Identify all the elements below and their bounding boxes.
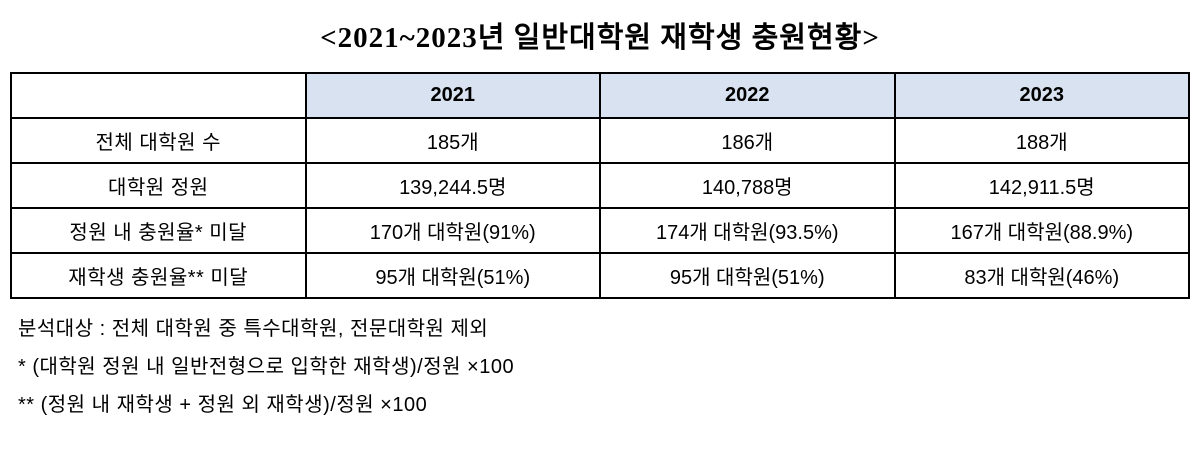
table-cell: 185개 <box>304 117 601 164</box>
page-title: <2021~2023년 일반대학원 재학생 충원현황> <box>320 22 880 54</box>
enrollment-status-table: 2021 2022 2023 전체 대학원 수 185개 186개 188개 대… <box>10 72 1190 299</box>
row-label: 재학생 충원율** 미달 <box>10 252 307 299</box>
column-header-2022: 2022 <box>599 72 896 119</box>
table-cell: 139,244.5명 <box>304 162 601 209</box>
table-row-quota-fill-rate-shortfall: 정원 내 충원율* 미달 170개 대학원(91%) 174개 대학원(93.5… <box>10 207 1190 254</box>
table-row-total-grad-schools: 전체 대학원 수 185개 186개 188개 <box>10 117 1190 164</box>
row-label: 대학원 정원 <box>10 162 307 209</box>
row-label: 전체 대학원 수 <box>10 117 307 164</box>
footnote-analysis-scope: 분석대상 : 전체 대학원 중 특수대학원, 전문대학원 제외 <box>18 318 489 340</box>
table-cell: 186개 <box>599 117 896 164</box>
table-cell: 83개 대학원(46%) <box>893 252 1190 299</box>
corner-cell <box>10 72 307 119</box>
footnotes: 분석대상 : 전체 대학원 중 특수대학원, 전문대학원 제외 * (대학원 정… <box>18 317 1190 418</box>
table-cell: 142,911.5명 <box>893 162 1190 209</box>
table-row-enrolled-fill-rate-shortfall: 재학생 충원율** 미달 95개 대학원(51%) 95개 대학원(51%) 8… <box>10 252 1190 299</box>
column-header-2023: 2023 <box>893 72 1190 119</box>
table-cell: 167개 대학원(88.9%) <box>893 207 1190 254</box>
table-row-grad-quota: 대학원 정원 139,244.5명 140,788명 142,911.5명 <box>10 162 1190 209</box>
footnote-enrolled-fill-rate-definition: ** (정원 내 재학생 + 정원 외 재학생)/정원 ×100 <box>18 394 428 416</box>
table-cell: 174개 대학원(93.5%) <box>599 207 896 254</box>
footnote-quota-fill-rate-definition: * (대학원 정원 내 일반전형으로 입학한 재학생)/정원 ×100 <box>18 356 515 378</box>
table-cell: 140,788명 <box>599 162 896 209</box>
column-header-2021: 2021 <box>304 72 601 119</box>
row-label: 정원 내 충원율* 미달 <box>10 207 307 254</box>
table-header-row: 2021 2022 2023 <box>10 72 1190 119</box>
table-cell: 170개 대학원(91%) <box>304 207 601 254</box>
table-cell: 95개 대학원(51%) <box>304 252 601 299</box>
table-cell: 95개 대학원(51%) <box>599 252 896 299</box>
table-cell: 188개 <box>893 117 1190 164</box>
